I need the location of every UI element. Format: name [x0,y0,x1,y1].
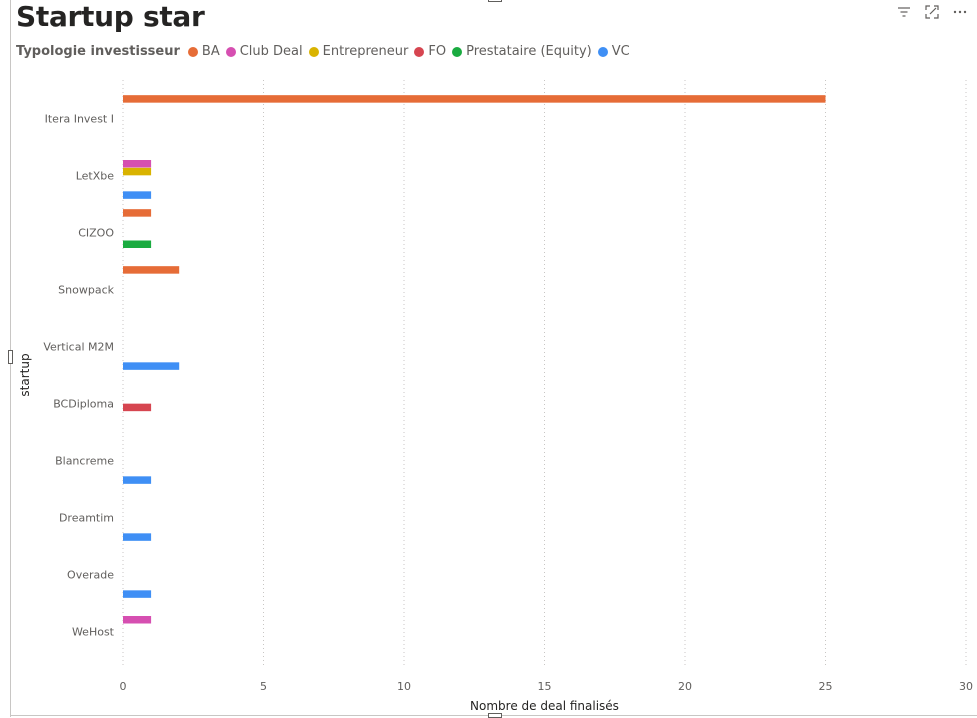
x-tick-label: 5 [260,680,267,693]
bar[interactable] [123,209,152,217]
y-category-label: Itera Invest I [45,113,114,126]
focus-mode-icon[interactable] [923,4,941,20]
bar[interactable] [123,616,152,624]
y-category-label: CIZOO [78,227,114,240]
x-tick-label: 10 [397,680,411,693]
bar[interactable] [123,403,152,412]
legend-marker-entrepreneur [308,46,319,57]
filter-icon[interactable] [895,4,913,20]
y-category-label: Vertical M2M [43,341,114,354]
legend-item-club-deal[interactable]: Club Deal [225,44,303,59]
legend-item-entrepreneur[interactable]: Entrepreneur [308,44,409,59]
y-category-label: WeHost [72,626,115,639]
legend-marker-fo [414,46,425,57]
chart-title: Startup star [16,0,205,33]
legend-marker-prestataire-equity [452,46,463,57]
bar[interactable] [123,533,152,541]
legend-item-prestataire-equity[interactable]: Prestataire (Equity) [452,44,592,59]
legend-label: FO [428,44,447,59]
legend-item-ba[interactable]: BA [187,44,220,59]
legend-label: Entrepreneur [322,44,409,59]
x-tick-label: 0 [120,680,127,693]
bar[interactable] [123,240,152,249]
bar[interactable] [123,160,152,168]
legend-marker-ba [187,46,198,57]
y-axis-title: startup [18,353,32,396]
bar[interactable] [123,191,152,199]
x-tick-label: 30 [959,680,973,693]
resize-handle-left[interactable] [8,350,13,364]
x-tick-label: 20 [678,680,692,693]
bar[interactable] [123,266,180,274]
y-category-label: Snowpack [58,284,114,297]
y-category-label: Blancreme [55,455,114,468]
y-category-label: Overade [67,569,114,582]
y-category-label: BCDiploma [53,398,114,411]
y-category-label: Dreamtim [59,512,114,525]
legend-title: Typologie investisseur [16,44,180,59]
bar[interactable] [123,167,152,176]
bar[interactable] [123,95,826,103]
bar[interactable] [123,362,180,370]
legend-marker-club-deal [225,46,236,57]
x-tick-label: 15 [538,680,552,693]
legend-item-vc[interactable]: VC [597,44,630,59]
legend-label: BA [201,44,220,59]
chart-legend: Typologie investisseur BA Club Deal Entr… [16,44,636,59]
more-options-icon[interactable] [951,4,969,20]
y-category-label: LetXbe [76,170,115,183]
legend-label: VC [611,44,630,59]
legend-label: Prestataire (Equity) [466,44,592,59]
bar[interactable] [123,476,152,484]
x-tick-label: 25 [819,680,833,693]
legend-marker-vc [597,46,608,57]
bar[interactable] [123,590,152,598]
x-axis-title: Nombre de deal finalisés [470,699,619,713]
legend-label: Club Deal [239,44,303,59]
resize-handle-top[interactable] [488,0,502,2]
visual-header-toolbar [895,4,969,20]
legend-item-fo[interactable]: FO [414,44,446,59]
